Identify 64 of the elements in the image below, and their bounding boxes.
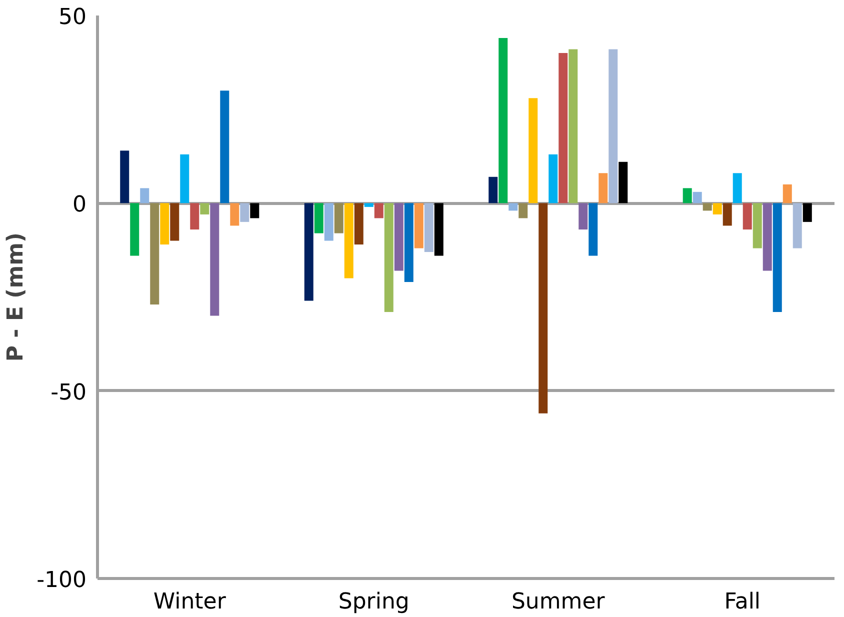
bar	[702, 203, 712, 211]
bar	[220, 90, 230, 204]
bar	[424, 203, 434, 252]
bar	[752, 203, 762, 248]
bar	[772, 203, 782, 312]
bar	[354, 203, 364, 244]
bar	[488, 176, 498, 204]
bar	[498, 38, 508, 204]
bar	[608, 49, 618, 204]
bar	[508, 203, 518, 211]
bar	[722, 203, 732, 226]
bar	[324, 203, 334, 241]
y-tick-label: 50	[58, 5, 87, 30]
bar	[230, 203, 240, 226]
bar	[568, 49, 578, 204]
bar	[240, 203, 250, 222]
bar	[742, 203, 752, 230]
bar	[130, 203, 140, 256]
x-tick-label: Winter	[153, 590, 227, 614]
bar	[588, 203, 598, 256]
bar	[374, 203, 384, 218]
bar	[314, 203, 324, 234]
bar	[598, 173, 608, 204]
bar	[200, 203, 210, 214]
x-tick-label: Summer	[511, 590, 606, 614]
bar	[538, 203, 548, 414]
bar	[782, 184, 792, 204]
bar	[394, 203, 404, 271]
bar	[578, 203, 588, 230]
bar	[120, 150, 130, 204]
bar	[334, 203, 344, 234]
bar	[434, 203, 444, 256]
bar	[528, 98, 538, 204]
bar	[558, 53, 568, 204]
bar	[682, 188, 692, 204]
bar	[160, 203, 170, 244]
bar	[344, 203, 354, 278]
y-tick-label: -50	[50, 380, 87, 406]
bar	[762, 203, 772, 271]
y-axis-title: P - E (mm)	[4, 232, 29, 362]
bar	[692, 192, 702, 204]
y-tick-label: -100	[36, 568, 87, 593]
bar	[802, 203, 812, 222]
bar	[548, 154, 558, 204]
bar	[414, 203, 424, 248]
bar	[712, 203, 722, 214]
bar	[190, 203, 200, 230]
bar	[518, 203, 528, 218]
y-tick-label: 0	[72, 192, 87, 218]
bar	[384, 203, 394, 312]
bar	[210, 203, 220, 316]
bar	[404, 203, 414, 282]
bar	[250, 203, 260, 218]
x-tick-label: Spring	[338, 590, 410, 614]
bar	[180, 154, 190, 204]
bar	[732, 173, 742, 204]
bar	[792, 203, 802, 248]
x-tick-label: Fall	[724, 590, 761, 614]
bar	[140, 188, 150, 204]
bar	[150, 203, 160, 305]
bar	[170, 203, 180, 241]
bar	[618, 162, 628, 204]
bar	[364, 203, 374, 207]
bar	[304, 203, 314, 301]
